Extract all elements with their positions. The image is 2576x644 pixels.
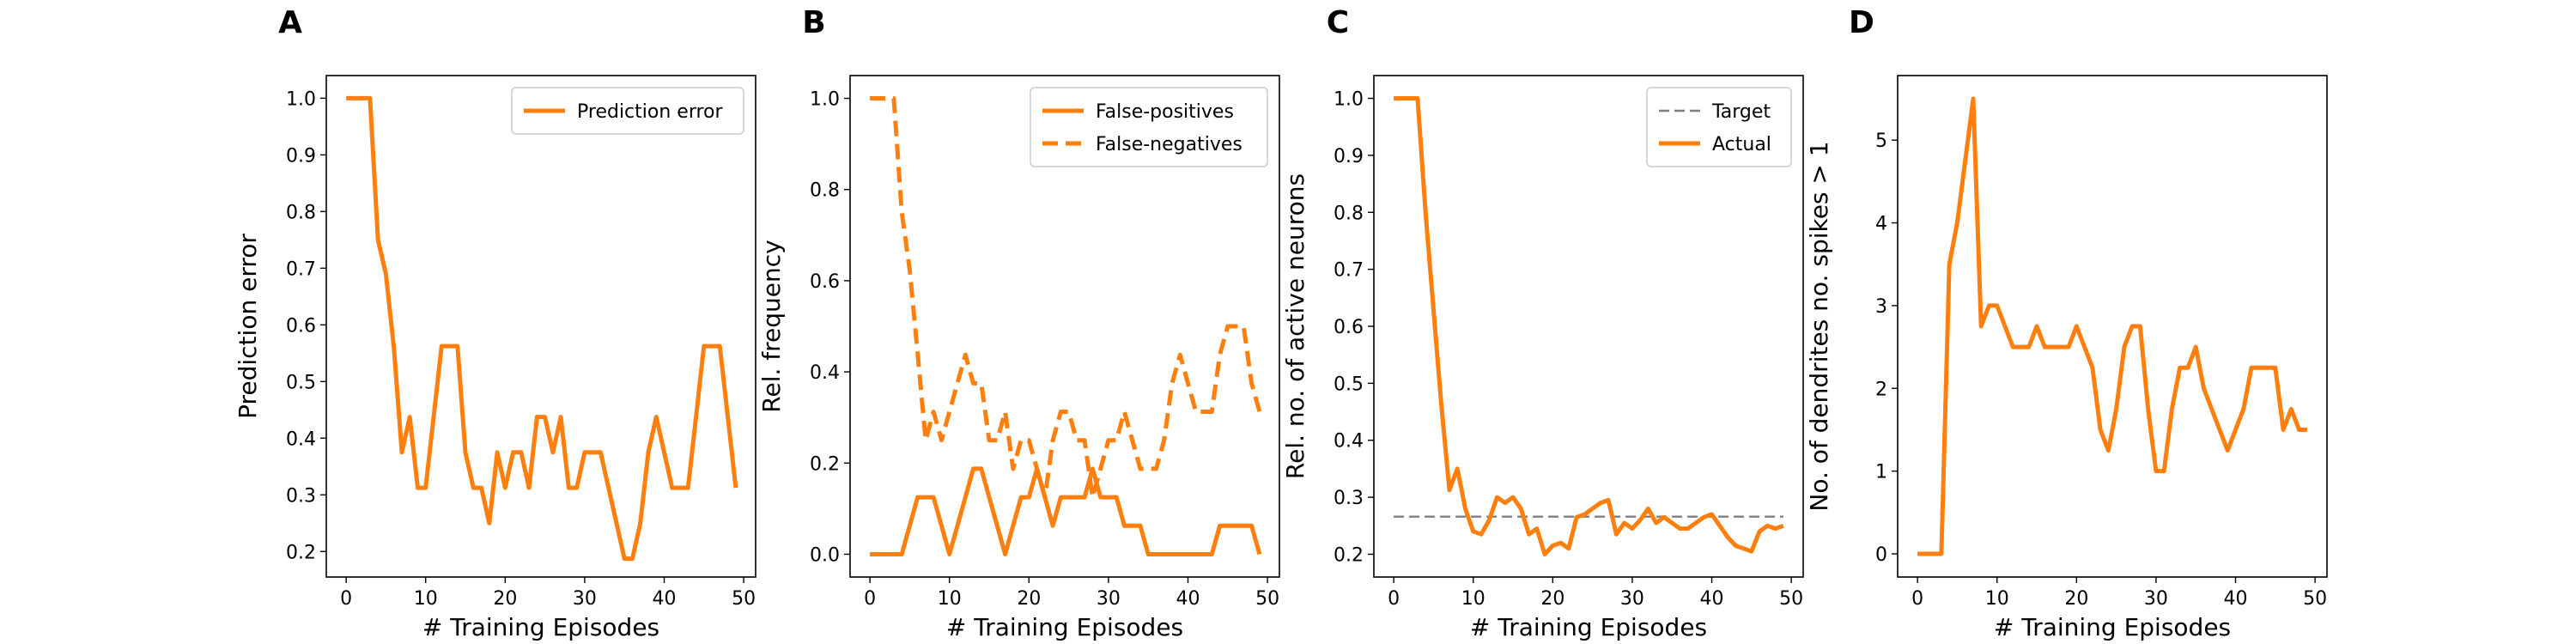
panel-label: B xyxy=(802,5,825,40)
x-tick-label: 40 xyxy=(2224,588,2248,610)
y-tick-label: 3 xyxy=(1875,296,1887,318)
x-tick-label: 10 xyxy=(414,588,438,610)
axes-frame xyxy=(325,75,756,578)
x-tick-label: 30 xyxy=(2144,588,2168,610)
y-tick-label: 0.9 xyxy=(286,145,316,167)
x-tick-label: 40 xyxy=(653,588,677,610)
x-tick-label: 50 xyxy=(1255,588,1279,610)
y-tick-label: 0.4 xyxy=(810,362,840,384)
panel-label: A xyxy=(278,5,302,40)
y-tick-label: 5 xyxy=(1875,131,1887,152)
x-tick-label: 30 xyxy=(1097,588,1121,610)
x-tick-label: 0 xyxy=(1388,588,1400,610)
x-tick-label: 10 xyxy=(1461,588,1485,610)
x-tick-label: 40 xyxy=(1176,588,1200,610)
x-tick-label: 10 xyxy=(938,588,962,610)
chart-panel-c: C 0 10 20 30 40 50 0.2 0.3 0.4 0.5 0.6 0.7 0.8 0.9 1.0 #… xyxy=(1281,5,1804,641)
x-tick-label: 0 xyxy=(1911,588,1923,610)
y-tick-label: 0.5 xyxy=(1334,374,1364,395)
x-tick-label: 10 xyxy=(1985,588,2009,610)
series-line-1 xyxy=(870,96,1262,500)
y-tick-label: 0.9 xyxy=(1334,146,1364,167)
y-tick-label: 0.6 xyxy=(1334,317,1364,338)
y-tick-label: 0.6 xyxy=(810,271,840,293)
y-tick-label: 2 xyxy=(1875,379,1887,400)
y-tick-label: 4 xyxy=(1875,214,1887,235)
y-tick-label: 0.8 xyxy=(810,180,840,202)
x-tick-label: 20 xyxy=(1540,588,1564,610)
panel-label: D xyxy=(1849,5,1874,40)
y-axis-label: No. of dendrites no. spikes > 1 xyxy=(1805,141,1833,511)
series-line-0 xyxy=(870,466,1262,556)
x-axis-label: # Training Episodes xyxy=(1994,613,2231,641)
legend-box xyxy=(1646,87,1792,167)
axes-frame xyxy=(1897,75,2328,578)
legend-label: False-positives xyxy=(1096,101,1234,123)
x-axis-label: # Training Episodes xyxy=(946,613,1183,641)
y-axis-label: Prediction error xyxy=(234,234,262,419)
y-tick-label: 0.8 xyxy=(1334,203,1364,224)
y-tick-label: 0.2 xyxy=(286,542,316,563)
x-tick-label: 0 xyxy=(340,588,352,610)
legend-box xyxy=(511,87,744,135)
x-tick-label: 20 xyxy=(2064,588,2088,610)
y-tick-label: 0 xyxy=(1875,544,1887,566)
y-tick-label: 0.4 xyxy=(1334,431,1364,453)
x-tick-label: 30 xyxy=(573,588,597,610)
y-tick-label: 0.2 xyxy=(1334,544,1364,566)
y-tick-label: 0.4 xyxy=(286,428,316,450)
chart-panel-a: A 0 10 20 30 40 50 0.2 0.3 0.4 0.5 0.6 0.7 0.8 0.9 1.0 #… xyxy=(234,5,756,641)
x-tick-label: 40 xyxy=(1700,588,1724,610)
panel-label: C xyxy=(1327,5,1349,40)
y-tick-label: 0.7 xyxy=(286,258,316,280)
y-tick-label: 0.0 xyxy=(810,544,840,566)
y-tick-label: 0.2 xyxy=(810,453,840,475)
x-tick-label: 50 xyxy=(2303,588,2327,610)
x-axis-label: # Training Episodes xyxy=(1470,613,1707,641)
y-tick-label: 1.0 xyxy=(810,89,840,111)
y-tick-label: 0.3 xyxy=(1334,488,1364,509)
y-axis-label: Rel. no. of active neurons xyxy=(1281,173,1309,479)
x-tick-label: 50 xyxy=(1779,588,1803,610)
series-line-0 xyxy=(1917,96,2307,556)
legend-label: Actual xyxy=(1712,134,1771,155)
y-tick-label: 0.8 xyxy=(286,202,316,223)
y-tick-label: 0.7 xyxy=(1334,260,1364,282)
y-tick-label: 0.6 xyxy=(286,315,316,337)
x-axis-label: # Training Episodes xyxy=(422,613,659,641)
x-tick-label: 20 xyxy=(493,588,517,610)
x-tick-label: 0 xyxy=(864,588,876,610)
y-tick-label: 1 xyxy=(1875,462,1887,483)
legend-label: Prediction error xyxy=(577,101,723,123)
legend-label: Target xyxy=(1711,101,1771,123)
chart-panel-b: B 0 10 20 30 40 50 0.0 0.2 0.4 0.6 0.8 1.0 # Training… xyxy=(757,5,1280,641)
y-tick-label: 1.0 xyxy=(1334,89,1364,111)
y-tick-label: 0.5 xyxy=(286,372,316,393)
chart-panel-d: D 0 10 20 30 40 50 0 1 2 3 4 5 # Training Episodes No.… xyxy=(1805,5,2328,641)
x-tick-label: 30 xyxy=(1620,588,1644,610)
x-tick-label: 50 xyxy=(732,588,756,610)
y-tick-label: 1.0 xyxy=(286,88,316,110)
series-line-1 xyxy=(1394,96,1784,556)
y-tick-label: 0.3 xyxy=(286,485,316,507)
series-line-0 xyxy=(346,95,738,562)
axes-frame xyxy=(849,75,1280,578)
legend-box xyxy=(1030,87,1268,167)
y-axis-label: Rel. frequency xyxy=(757,240,786,412)
x-tick-label: 20 xyxy=(1017,588,1041,610)
legend-label: False-negatives xyxy=(1096,134,1242,155)
